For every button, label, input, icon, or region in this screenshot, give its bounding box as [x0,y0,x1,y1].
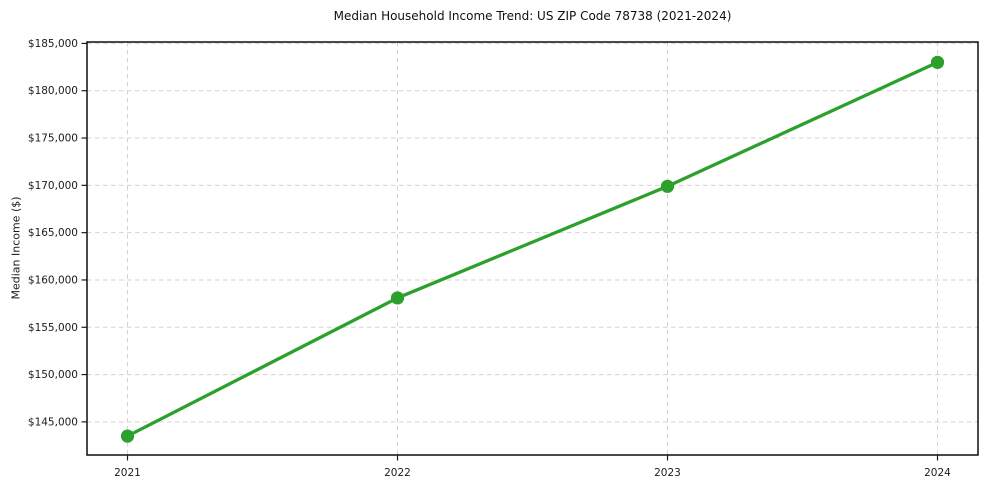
axis-spine [86,41,979,456]
y-tick-label: $165,000 [28,227,78,239]
data-point-2022 [390,291,405,305]
y-tick-label: $175,000 [28,133,78,145]
x-tick-label: 2021 [114,467,141,479]
x-tick-label: 2022 [384,467,411,479]
x-tick-label: 2023 [654,467,681,479]
y-tick-label: $180,000 [28,85,78,97]
trend-line [125,60,940,438]
chart-title: Median Household Income Trend: US ZIP Co… [333,9,732,23]
y-tick-label: $160,000 [28,274,78,286]
x-tick-label: 2024 [924,467,951,479]
data-point-2021 [120,429,135,443]
y-tick-label: $185,000 [28,38,78,50]
y-tick-label: $150,000 [28,369,78,381]
y-tick-label: $155,000 [28,322,78,334]
y-tick-label: $145,000 [28,416,78,428]
data-point-2023 [660,179,675,193]
data-point-2024 [930,55,945,69]
y-tick-label: $170,000 [28,180,78,192]
